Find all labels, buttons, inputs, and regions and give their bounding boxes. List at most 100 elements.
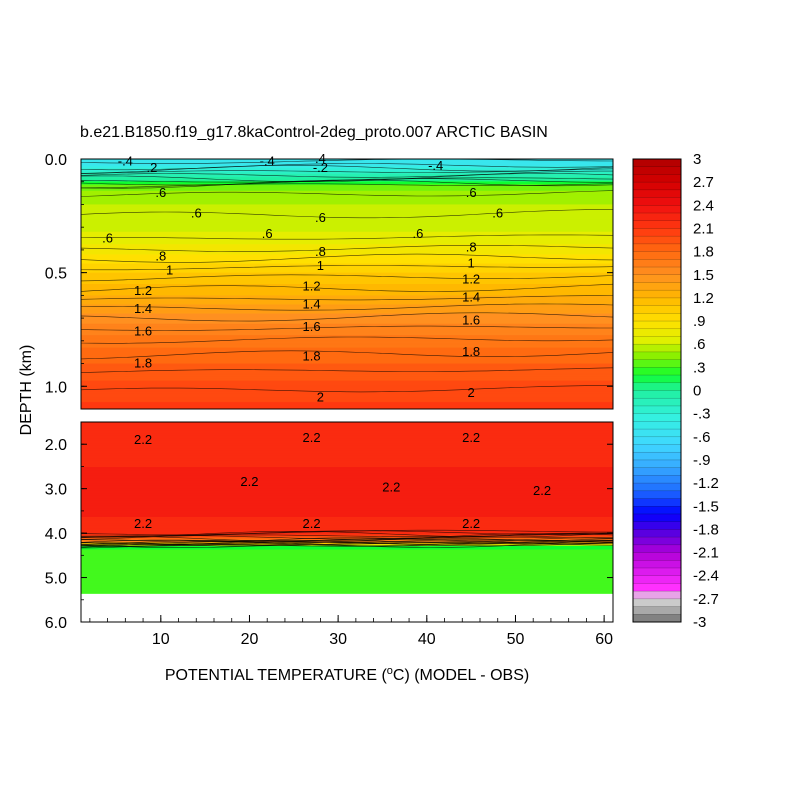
fill-band	[81, 564, 613, 567]
fill-band	[81, 202, 613, 204]
fill-band	[81, 207, 613, 210]
fill-band	[81, 515, 613, 518]
colorbar-swatch	[633, 429, 681, 438]
fill-band	[81, 273, 613, 276]
colorbar-label: -.9	[693, 452, 711, 469]
colorbar-swatch	[633, 544, 681, 553]
fill-band	[81, 385, 613, 387]
fill-band	[81, 364, 613, 367]
fill-band	[81, 407, 613, 409]
fill-band	[81, 427, 613, 429]
contour-line	[81, 532, 613, 540]
fill-band	[81, 271, 613, 274]
fill-band	[81, 557, 613, 559]
colorbar-swatch	[633, 591, 681, 600]
upper-panel: -.4 -.4.4 -.4.2 -.2.6.6.6.6.6.6.6.6.8.8.81 1…	[45, 151, 614, 410]
fill-band	[81, 310, 613, 312]
fill-band	[81, 548, 613, 551]
y-tick-label: 2.0	[45, 437, 67, 454]
fill-band	[81, 490, 613, 493]
fill-band	[81, 301, 613, 303]
contour-label: 2.2	[382, 479, 400, 494]
fill-band	[81, 291, 613, 294]
colorbar-swatch	[633, 251, 681, 260]
fill-band	[81, 494, 613, 497]
fill-band	[81, 163, 613, 166]
fill-band	[81, 214, 613, 217]
fill-band	[81, 353, 613, 356]
fill-band	[81, 435, 613, 438]
fill-band	[81, 194, 613, 196]
fill-band	[81, 248, 613, 251]
contour-line	[81, 274, 613, 282]
fill-band	[81, 170, 613, 173]
colorbar-swatch	[633, 475, 681, 484]
fill-band	[81, 402, 613, 404]
fill-band	[81, 337, 613, 340]
colorbar-label: -.3	[693, 406, 711, 423]
colorbar-label: -1.5	[693, 498, 719, 515]
colorbar-swatch	[633, 290, 681, 299]
fill-band	[81, 259, 613, 261]
contour-label: 1.8	[134, 356, 152, 371]
fill-band	[81, 502, 613, 504]
fill-band	[81, 479, 613, 482]
fill-band	[81, 307, 613, 310]
fill-band	[81, 356, 613, 359]
fill-band	[81, 518, 613, 521]
fill-band	[81, 173, 613, 176]
fill-band	[81, 560, 613, 563]
fill-band	[81, 181, 613, 184]
fill-band	[81, 559, 613, 562]
fill-band	[81, 243, 613, 245]
contour-line	[81, 541, 613, 547]
colorbar: 3 2.7 2.4 2.1 1.8 1.5 1.2 .9 .6 .3 0 -.3 -.6 -.9 -1.2 -…	[632, 151, 719, 631]
colorbar-swatch	[633, 483, 681, 492]
fill-band	[81, 277, 613, 279]
fill-band	[81, 261, 613, 264]
fill-band	[81, 171, 613, 174]
chart-title: b.e21.B1850.f19_g17.8kaControl-2deg_prot…	[80, 124, 548, 141]
contour-label: 1.2	[134, 283, 152, 298]
contour-label: .6	[413, 226, 424, 241]
fill-band	[81, 514, 613, 517]
y-tick-label: 3.0	[45, 482, 67, 499]
contour-label: 1.6	[134, 324, 152, 339]
colorbar-swatch	[633, 274, 681, 283]
fill-band	[81, 405, 613, 408]
fill-band	[81, 475, 613, 478]
fill-band	[81, 371, 613, 374]
fill-band	[81, 524, 613, 527]
contour-label: .8	[315, 244, 326, 259]
fill-band	[81, 229, 613, 232]
fill-band	[81, 236, 613, 239]
contour-line	[81, 159, 613, 164]
fill-band	[81, 195, 613, 198]
contour-label: 2.2	[302, 430, 320, 445]
fill-band	[81, 507, 613, 509]
fill-band	[81, 182, 613, 185]
fill-band	[81, 189, 613, 192]
contour-label: .6	[492, 206, 503, 221]
fill-band	[81, 443, 613, 446]
fill-band	[81, 252, 613, 254]
fill-band	[81, 465, 613, 468]
fill-band	[81, 428, 613, 431]
fill-band	[81, 160, 613, 162]
x-tick-label: 10	[152, 631, 170, 648]
fill-band	[81, 553, 613, 556]
fill-band	[81, 469, 613, 472]
fill-band	[81, 331, 613, 334]
fill-band	[81, 535, 613, 538]
colorbar-swatch	[633, 189, 681, 198]
contour-label: 1	[317, 258, 324, 273]
contour-label: -.4	[260, 153, 275, 168]
fill-band	[81, 519, 613, 522]
fill-band	[81, 580, 613, 583]
fill-band	[81, 318, 613, 320]
colorbar-label: -2.7	[693, 591, 719, 608]
fill-band	[81, 584, 613, 587]
fill-band	[81, 245, 613, 248]
fill-band	[81, 290, 613, 293]
